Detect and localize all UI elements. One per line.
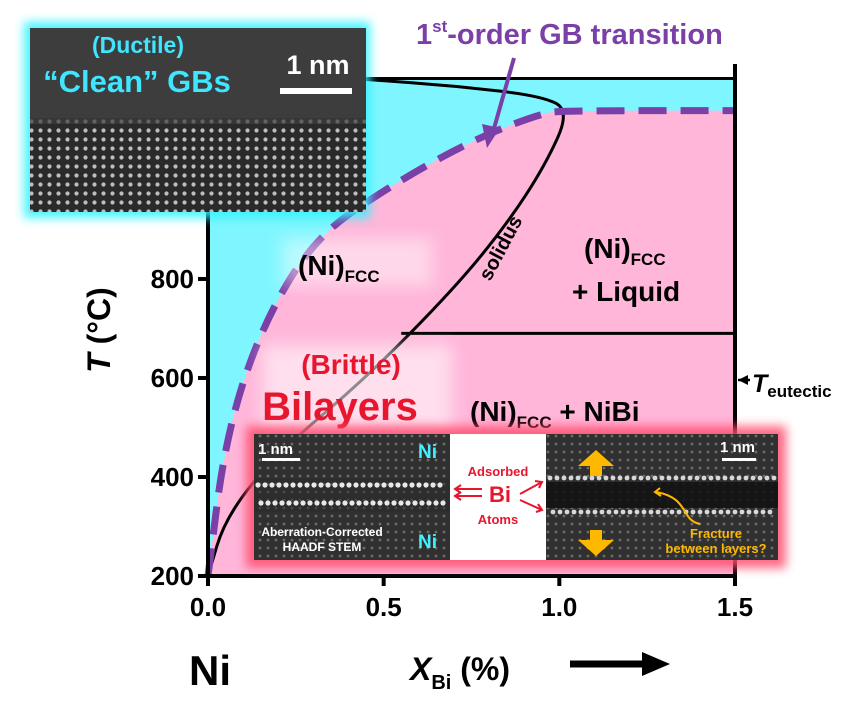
clean-scale-label: 1 nm: [286, 50, 349, 80]
tension-arrow-down-icon: [578, 530, 614, 556]
gb-transition-label: 1st-order GB transition: [416, 17, 723, 51]
adsorbed-bi-panel: Adsorbed Bi Atoms: [450, 434, 546, 560]
atoms-label: Atoms: [478, 512, 518, 527]
right-scale-label: 1 nm: [720, 439, 755, 456]
brittle-label: (Brittle): [301, 349, 401, 380]
gb-transition-arrow: [491, 57, 516, 133]
x-tick-label-0.5: 0.5: [366, 592, 402, 622]
region-liquid-label-line2: + Liquid: [572, 276, 680, 307]
y-tick-label-600: 600: [151, 363, 194, 393]
y-tick-label-400: 400: [151, 462, 194, 492]
clean-gbs-label: “Clean” GBs: [43, 64, 231, 99]
x-axis-title: XBi (%): [408, 651, 510, 694]
bilayer-inset: 1 nm Ni Ni Aberration-Corrected HAADF ST…: [246, 426, 786, 568]
y-ticks: 2004006008001000: [136, 165, 208, 591]
bi-label: Bi: [489, 482, 511, 507]
t-eutectic-pointer: Teutectic: [738, 370, 832, 401]
y-tick-label-800: 800: [151, 264, 194, 294]
bilayer-stem-right: 1 nm Fracture between layers?: [546, 434, 778, 560]
ni-top-label: Ni: [418, 442, 437, 463]
y-tick-label-200: 200: [151, 561, 194, 591]
bilayer-stem-left: 1 nm Ni Ni Aberration-Corrected HAADF ST…: [254, 434, 450, 560]
adsorbed-label: Adsorbed: [468, 464, 529, 479]
ductile-label: (Ductile): [92, 32, 184, 58]
clean-gb-inset: (Ductile) “Clean” GBs 1 nm: [24, 22, 370, 218]
region-ni-fcc-label: (Ni)FCC: [298, 250, 380, 286]
fracture-label-2: between layers?: [665, 541, 766, 556]
y-axis-title: T (°C): [81, 287, 117, 373]
bilayers-label: Bilayers: [262, 385, 418, 429]
left-scale-label: 1 nm: [258, 441, 293, 458]
tension-arrow-up-icon: [578, 450, 614, 476]
ni-bottom-label: Ni: [418, 532, 437, 553]
fracture-label-1: Fracture: [690, 526, 742, 541]
region-nibi-label: (Ni)FCC + NiBi: [470, 396, 640, 432]
ni-element-label: Ni: [189, 647, 231, 694]
x-tick-label-0: 0.0: [190, 592, 226, 622]
method-label-2: HAADF STEM: [283, 540, 362, 554]
increasing-bi-arrow-icon: [570, 652, 670, 676]
x-tick-label-1: 1.0: [541, 592, 577, 622]
method-label-1: Aberration-Corrected: [261, 525, 382, 539]
region-liquid-label-line1: (Ni)FCC: [584, 233, 666, 269]
x-tick-label-1.5: 1.5: [717, 592, 753, 622]
t-eutectic-label: Teutectic: [752, 370, 832, 401]
x-ticks: 0.0 0.5 1.0 1.5: [190, 576, 753, 622]
gb-transition-arrowhead-icon: [482, 124, 500, 148]
